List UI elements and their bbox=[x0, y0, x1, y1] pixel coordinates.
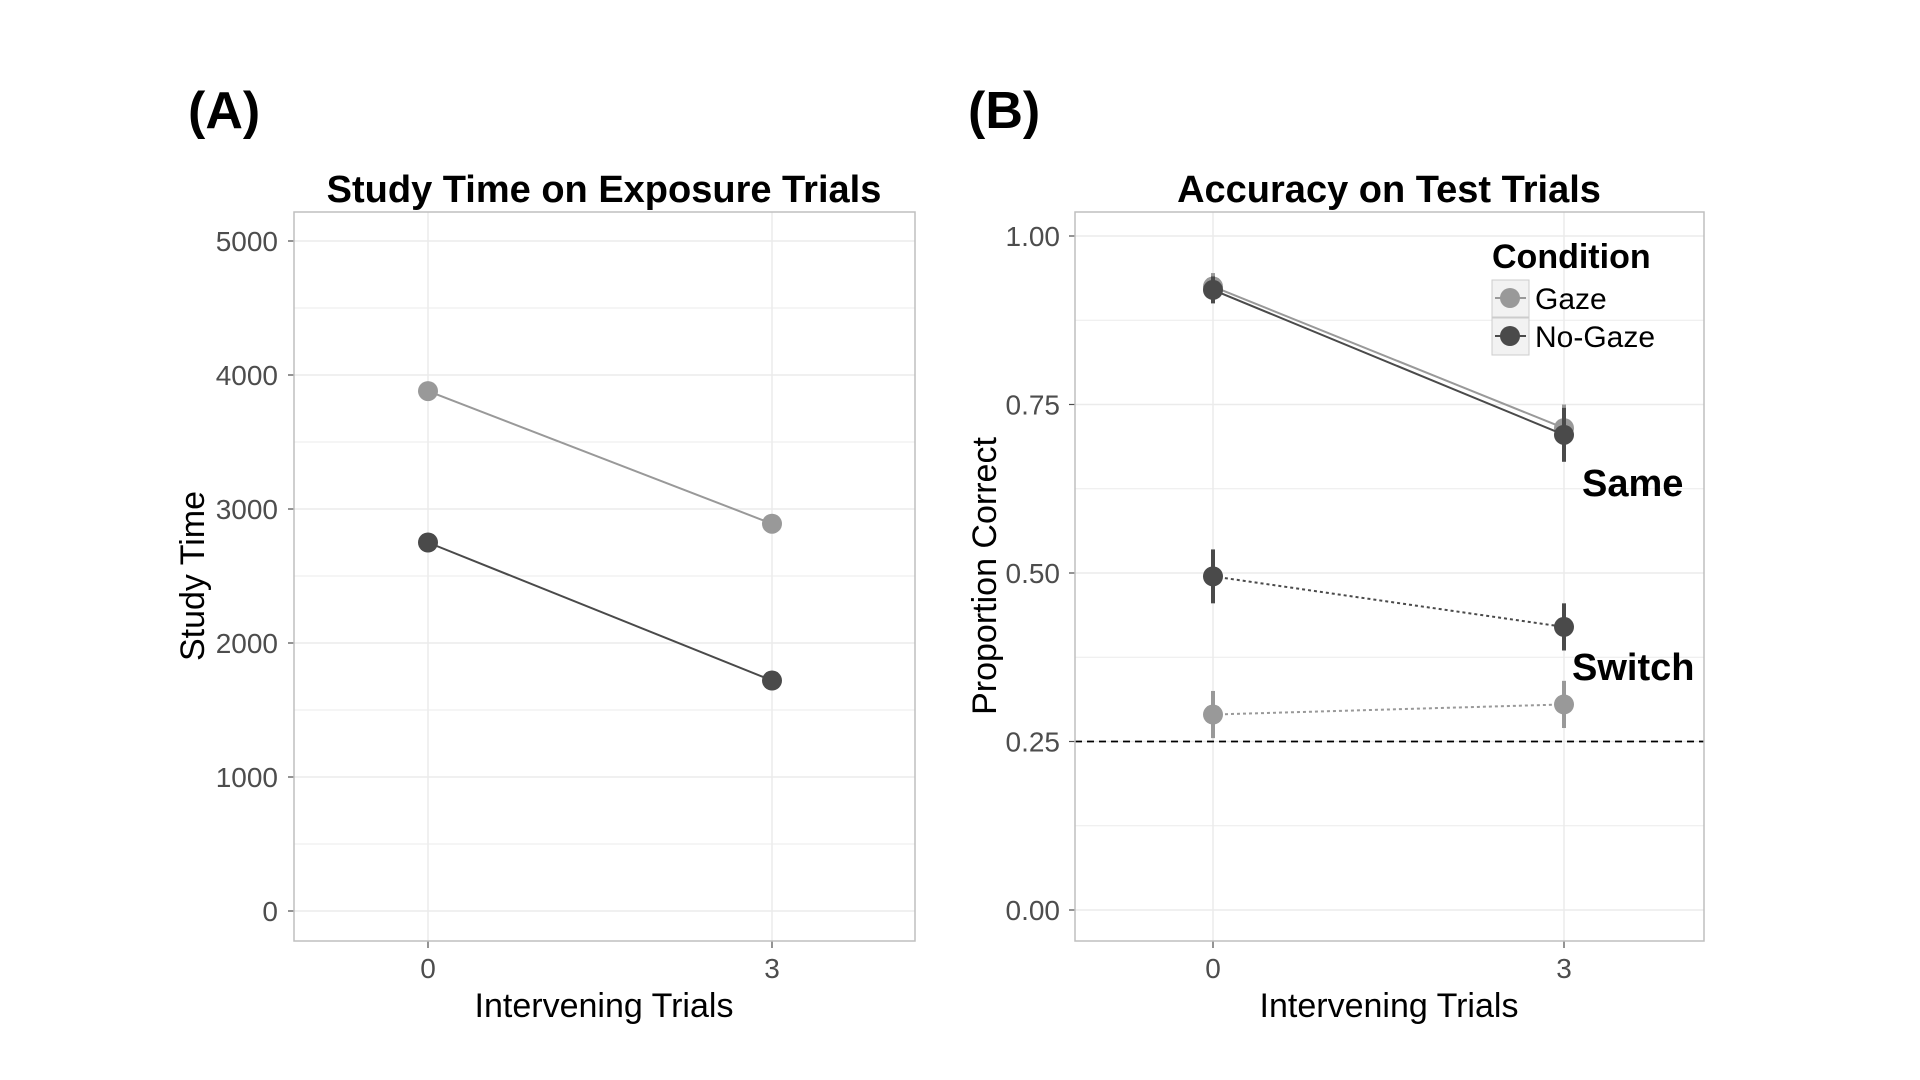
chart-a-data-point bbox=[418, 381, 438, 402]
panel-a: (A) Study Time on Exposure Trials 0 1000 2… bbox=[174, 82, 916, 1025]
chart-a-data-point bbox=[762, 513, 782, 534]
chart-a-series-line bbox=[427, 541, 773, 682]
chart-b-legend: Condition Gaze No-Gaze bbox=[1491, 238, 1655, 356]
chart-b-y-tick-label: 1.00 bbox=[1006, 221, 1061, 252]
chart-b-data-point bbox=[1203, 279, 1223, 300]
chart-a-x-tick-label: 3 bbox=[764, 953, 780, 984]
chart-b-series-line bbox=[1212, 285, 1565, 430]
chart-b-series-2 bbox=[1203, 549, 1574, 651]
chart-b-data-point bbox=[1554, 694, 1574, 715]
chart-a-series-0 bbox=[418, 381, 782, 534]
chart-a-series bbox=[418, 381, 782, 691]
chart-b-y-tick-label: 0.25 bbox=[1006, 727, 1061, 758]
chart-b-data-point bbox=[1554, 616, 1574, 637]
panel-b: (B) Accuracy on Test Trials 0.00 0.25 0.50… bbox=[966, 82, 1705, 1025]
chart-a-y-tick-label: 5000 bbox=[216, 226, 278, 257]
chart-a-y-tick-label: 3000 bbox=[216, 494, 278, 525]
annotation-switch: Switch bbox=[1572, 647, 1694, 689]
chart-b-y-tick-label: 0.00 bbox=[1006, 895, 1061, 926]
chart-b-series-line bbox=[1212, 575, 1565, 628]
chart-b-series bbox=[1203, 273, 1574, 739]
chart-b-title: Accuracy on Test Trials bbox=[1177, 169, 1601, 211]
chart-a-x-tick-label: 0 bbox=[420, 953, 436, 984]
chart-a-y-tick-label: 4000 bbox=[216, 360, 278, 391]
chart-b-x-tick-label: 0 bbox=[1205, 953, 1221, 984]
chart-b-data-point bbox=[1554, 424, 1574, 445]
chart-b-y-axis: 0.00 0.25 0.50 0.75 1.00 bbox=[1006, 221, 1075, 926]
chart-b-x-axis-label: Intervening Trials bbox=[1260, 987, 1519, 1025]
chart-b-y-axis-label: Proportion Correct bbox=[966, 437, 1004, 715]
chart-b-series-line bbox=[1212, 288, 1565, 436]
legend-title: Condition bbox=[1492, 238, 1651, 276]
legend-key-point-gaze bbox=[1500, 288, 1520, 308]
chart-a-x-axis-label: Intervening Trials bbox=[475, 987, 734, 1025]
chart-b-data-point bbox=[1203, 704, 1223, 725]
chart-b-series-1 bbox=[1203, 276, 1574, 462]
chart-a-data-point bbox=[418, 532, 438, 553]
chart-a-y-axis: 0 1000 2000 3000 4000 5000 bbox=[216, 226, 294, 927]
panel-b-letter: (B) bbox=[968, 82, 1040, 140]
chart-a-data-point bbox=[762, 670, 782, 691]
chart-a-y-tick-label: 1000 bbox=[216, 762, 278, 793]
chart-a-plot-border bbox=[293, 211, 916, 942]
chart-b-series-line bbox=[1212, 703, 1565, 716]
chart-b-plot-border bbox=[1074, 211, 1705, 942]
chart-a-series-line bbox=[427, 390, 773, 525]
chart-a-y-axis-label: Study Time bbox=[174, 491, 212, 661]
chart-b-plot-area bbox=[1075, 212, 1704, 941]
chart-a-title: Study Time on Exposure Trials bbox=[327, 169, 882, 211]
legend-key-point-nogaze bbox=[1500, 326, 1520, 346]
chart-b-y-tick-label: 0.75 bbox=[1006, 390, 1061, 421]
legend-label-nogaze: No-Gaze bbox=[1535, 321, 1655, 354]
legend-label-gaze: Gaze bbox=[1535, 283, 1607, 316]
annotation-same: Same bbox=[1582, 463, 1683, 505]
chart-a-y-tick-label: 2000 bbox=[216, 628, 278, 659]
chart-b-data-point bbox=[1203, 566, 1223, 587]
chart-a-series-1 bbox=[418, 532, 782, 691]
chart-b-series-3 bbox=[1203, 680, 1574, 739]
chart-b-y-tick-label: 0.50 bbox=[1006, 558, 1061, 589]
panel-a-letter: (A) bbox=[188, 82, 260, 140]
chart-a-y-tick-label: 0 bbox=[262, 896, 278, 927]
chart-a-grid bbox=[294, 212, 915, 941]
chart-b-x-tick-label: 3 bbox=[1556, 953, 1572, 984]
